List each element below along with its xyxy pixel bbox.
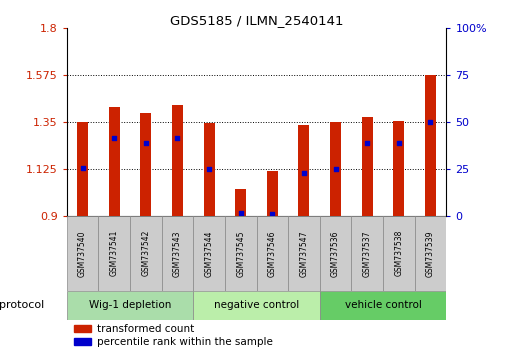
Bar: [140, 113, 151, 216]
Bar: [330, 122, 341, 216]
Text: GSM737544: GSM737544: [205, 230, 213, 276]
Bar: [393, 121, 404, 216]
Point: [394, 141, 403, 146]
Bar: [204, 123, 214, 216]
Bar: [235, 189, 246, 216]
Text: negative control: negative control: [214, 300, 299, 310]
Point: [426, 119, 435, 125]
Text: GSM737536: GSM737536: [331, 230, 340, 276]
Point: [331, 166, 340, 172]
Bar: [77, 122, 88, 216]
Text: percentile rank within the sample: percentile rank within the sample: [97, 337, 273, 347]
Bar: [320, 216, 351, 291]
Text: transformed count: transformed count: [97, 324, 194, 334]
Text: GSM737541: GSM737541: [110, 230, 119, 276]
Point: [173, 135, 182, 141]
Point: [205, 166, 213, 172]
Text: GSM737540: GSM737540: [78, 230, 87, 276]
Bar: [425, 75, 436, 216]
Text: GSM737547: GSM737547: [300, 230, 308, 276]
Point: [236, 211, 245, 216]
Bar: [193, 291, 320, 320]
Text: GSM737543: GSM737543: [173, 230, 182, 276]
Title: GDS5185 / ILMN_2540141: GDS5185 / ILMN_2540141: [170, 14, 343, 27]
Bar: [383, 216, 415, 291]
Bar: [288, 216, 320, 291]
Bar: [109, 108, 120, 216]
Bar: [267, 171, 278, 216]
Bar: [299, 125, 309, 216]
Bar: [130, 216, 162, 291]
Bar: [415, 216, 446, 291]
Text: GSM737538: GSM737538: [394, 230, 403, 276]
Bar: [193, 216, 225, 291]
Bar: [172, 105, 183, 216]
Bar: [67, 291, 193, 320]
Point: [268, 211, 277, 217]
Text: GSM737537: GSM737537: [363, 230, 372, 276]
Bar: [351, 216, 383, 291]
Text: GSM737546: GSM737546: [268, 230, 277, 276]
Bar: [320, 291, 446, 320]
Bar: [162, 216, 193, 291]
Point: [78, 165, 87, 171]
Bar: [225, 216, 256, 291]
Text: GSM737545: GSM737545: [236, 230, 245, 276]
Text: Wig-1 depletion: Wig-1 depletion: [89, 300, 171, 310]
Text: protocol: protocol: [0, 300, 45, 310]
Bar: [98, 216, 130, 291]
Point: [110, 135, 118, 141]
Bar: [67, 216, 98, 291]
Bar: [74, 338, 91, 345]
Text: GSM737542: GSM737542: [141, 230, 150, 276]
Bar: [256, 216, 288, 291]
Text: vehicle control: vehicle control: [345, 300, 422, 310]
Text: GSM737539: GSM737539: [426, 230, 435, 276]
Point: [142, 140, 150, 146]
Point: [363, 141, 371, 146]
Bar: [74, 325, 91, 332]
Point: [300, 170, 308, 176]
Bar: [362, 117, 373, 216]
